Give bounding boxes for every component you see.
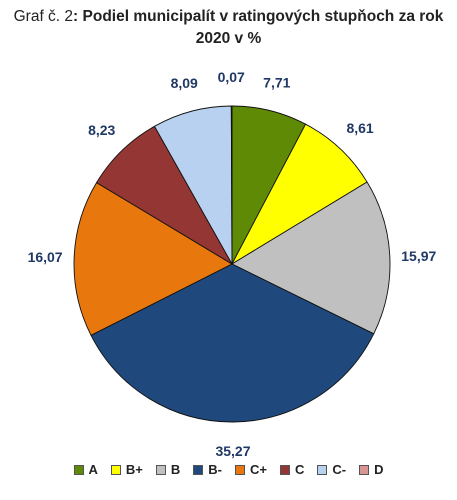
legend-label: C [294, 462, 305, 477]
legend-item: C- [317, 462, 346, 477]
data-label: 7,71 [263, 75, 290, 91]
pie-slices [73, 105, 391, 423]
legend-label: B+ [125, 462, 143, 477]
legend-swatch [155, 464, 166, 475]
legend-label: A [88, 462, 98, 477]
pie-slice-b-minusplus [231, 123, 368, 265]
legend-swatch [73, 464, 84, 475]
legend-swatch [110, 464, 121, 475]
legend-item: B+ [110, 462, 143, 477]
chart-title-prefix: Graf č. 2 [13, 8, 74, 25]
pie-labels: 7,71 8,61 15,97 35,27 16,07 8,23 8,09 0,07 [28, 69, 437, 459]
legend-swatch [235, 464, 245, 475]
chart-title: Graf č. 2: Podiel municipalít v ratingov… [0, 6, 457, 50]
pie-slice-b [231, 181, 391, 335]
legend-swatch [359, 464, 370, 475]
data-label: 8,23 [88, 122, 115, 138]
legend-item: D [359, 462, 383, 477]
chart-legend: A B+ B B- C+ C C- D [0, 462, 457, 477]
legend-swatch [193, 464, 204, 475]
legend-label: C+ [250, 462, 267, 477]
legend-item: B- [193, 462, 222, 477]
data-label: 15,97 [401, 248, 436, 264]
data-label: 0,07 [218, 69, 245, 85]
pie-slice-c-minusplus [73, 182, 233, 336]
data-label: 8,09 [171, 75, 198, 91]
data-label: 8,61 [346, 120, 373, 136]
legend-item: C+ [235, 462, 267, 477]
legend-item: A [73, 462, 98, 477]
pie-slice-d [230, 105, 233, 265]
legend-item: B [155, 462, 181, 477]
data-label: 16,07 [28, 249, 63, 265]
legend-label: D [374, 462, 384, 477]
legend-swatch [279, 464, 290, 475]
legend-label: C- [332, 462, 347, 477]
data-label: 35,27 [215, 443, 250, 459]
legend-label: B [170, 462, 181, 477]
legend-item: C [279, 462, 305, 477]
pie-slice-b-minus [90, 263, 375, 423]
legend-label: B- [208, 462, 222, 477]
chart-title-main: : Podiel municipalít v ratingových stupň… [73, 8, 444, 47]
legend-swatch [317, 464, 328, 475]
